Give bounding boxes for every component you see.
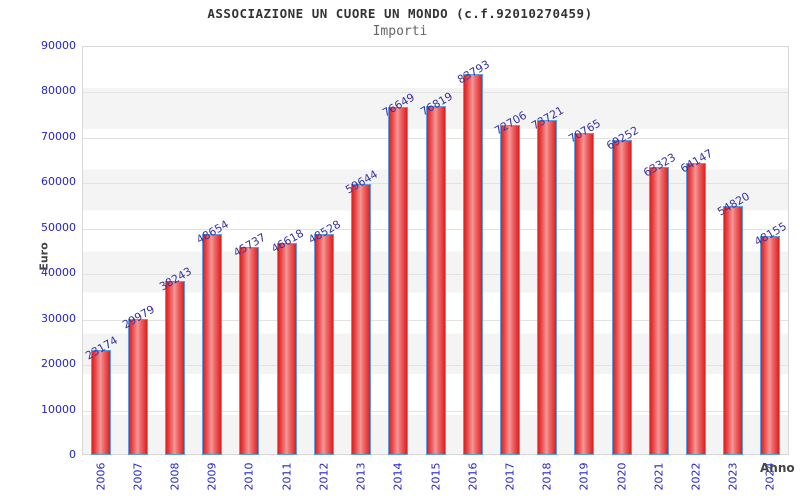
x-tick-label-2011: 2011 <box>280 462 294 491</box>
x-tick-label-2015: 2015 <box>429 462 442 491</box>
bar-2023 <box>723 205 744 455</box>
y-tick-label: 40000 <box>41 266 76 280</box>
gridline <box>83 92 788 94</box>
y-tick-label: 30000 <box>41 311 76 325</box>
y-tick-label: 80000 <box>41 84 76 98</box>
y-tick-label: 50000 <box>41 220 76 234</box>
bar-2018 <box>537 119 558 455</box>
x-tick-label-2020: 2020 <box>615 462 629 491</box>
x-tick-label-2012: 2012 <box>317 462 331 491</box>
bar-2006 <box>90 349 111 455</box>
bar-2016 <box>462 74 483 455</box>
x-tick-label-2022: 2022 <box>689 462 703 491</box>
bar-2022 <box>685 163 706 455</box>
x-tick-label-2021: 2021 <box>652 462 666 491</box>
y-tick-label: 10000 <box>41 402 76 416</box>
y-tick-label: 20000 <box>41 357 76 371</box>
y-tick-label: 0 <box>69 448 76 461</box>
bar-2010 <box>239 247 260 455</box>
y-tick-label: 70000 <box>41 129 76 143</box>
bar-2009 <box>202 233 223 455</box>
x-tick-label-2017: 2017 <box>503 462 517 491</box>
bar-2008 <box>165 281 186 455</box>
chart-subtitle: Importi <box>372 24 428 39</box>
bar-2007 <box>127 318 148 455</box>
x-tick-label-2023: 2023 <box>726 462 740 491</box>
x-tick-label-2016: 2016 <box>466 462 480 491</box>
x-tick-label-2014: 2014 <box>391 462 405 491</box>
bar-2013 <box>351 183 372 455</box>
bar-2024 <box>760 236 781 455</box>
bar-2015 <box>425 105 446 455</box>
bar-2014 <box>388 106 409 455</box>
x-tick-label-2008: 2008 <box>168 462 182 491</box>
x-tick-label-2013: 2013 <box>354 462 368 491</box>
x-tick-label-2019: 2019 <box>577 462 591 491</box>
x-tick-label-2018: 2018 <box>540 462 554 491</box>
y-tick-label: 60000 <box>41 175 76 189</box>
x-tick-label-2009: 2009 <box>205 462 219 491</box>
bar-2020 <box>611 140 632 455</box>
x-tick-label-2006: 2006 <box>94 462 108 491</box>
bar-2019 <box>574 133 595 455</box>
bar-2011 <box>276 243 297 455</box>
y-tick-label: 90000 <box>41 39 76 52</box>
chart-title: ASSOCIAZIONE UN CUORE UN MONDO (c.f.9201… <box>207 6 593 21</box>
bar-2012 <box>313 234 334 455</box>
bar-2017 <box>499 124 520 455</box>
x-axis-title: Anno <box>760 461 795 475</box>
x-tick-label-2007: 2007 <box>131 462 145 491</box>
x-tick-label-2010: 2010 <box>242 462 256 491</box>
y-axis-title: Euro <box>37 242 51 271</box>
bar-2021 <box>648 167 669 455</box>
